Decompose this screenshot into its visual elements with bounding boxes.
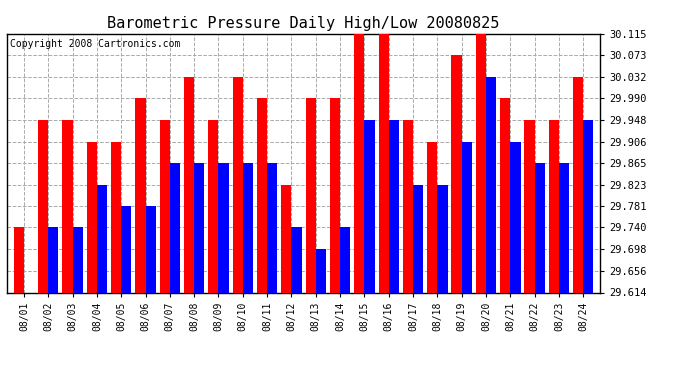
Bar bbox=[354, 34, 364, 292]
Bar bbox=[413, 184, 423, 292]
Bar bbox=[306, 98, 316, 292]
Bar bbox=[559, 163, 569, 292]
Bar bbox=[427, 142, 437, 292]
Bar bbox=[14, 227, 24, 292]
Bar bbox=[170, 163, 180, 292]
Bar bbox=[476, 34, 486, 292]
Bar bbox=[87, 142, 97, 292]
Bar bbox=[549, 120, 559, 292]
Bar bbox=[121, 206, 131, 292]
Bar bbox=[364, 120, 375, 292]
Bar bbox=[379, 34, 388, 292]
Bar bbox=[535, 163, 545, 292]
Bar bbox=[111, 142, 121, 292]
Bar bbox=[583, 120, 593, 292]
Bar bbox=[219, 163, 228, 292]
Bar bbox=[194, 163, 204, 292]
Bar bbox=[511, 142, 520, 292]
Bar bbox=[233, 76, 243, 292]
Bar bbox=[500, 98, 511, 292]
Bar bbox=[451, 56, 462, 292]
Bar bbox=[437, 184, 448, 292]
Bar bbox=[38, 120, 48, 292]
Bar bbox=[388, 120, 399, 292]
Bar bbox=[159, 120, 170, 292]
Text: Copyright 2008 Cartronics.com: Copyright 2008 Cartronics.com bbox=[10, 39, 180, 49]
Bar bbox=[135, 98, 146, 292]
Bar bbox=[48, 227, 59, 292]
Bar bbox=[72, 227, 83, 292]
Bar bbox=[573, 76, 583, 292]
Bar bbox=[316, 249, 326, 292]
Bar bbox=[62, 120, 72, 292]
Bar bbox=[267, 163, 277, 292]
Bar bbox=[486, 76, 496, 292]
Bar bbox=[340, 227, 351, 292]
Bar bbox=[291, 227, 302, 292]
Bar bbox=[257, 98, 267, 292]
Bar bbox=[524, 120, 535, 292]
Bar bbox=[146, 206, 156, 292]
Bar bbox=[462, 142, 472, 292]
Bar bbox=[243, 163, 253, 292]
Bar bbox=[97, 184, 107, 292]
Bar bbox=[403, 120, 413, 292]
Bar bbox=[208, 120, 219, 292]
Bar bbox=[282, 184, 291, 292]
Bar bbox=[330, 98, 340, 292]
Bar bbox=[184, 76, 194, 292]
Title: Barometric Pressure Daily High/Low 20080825: Barometric Pressure Daily High/Low 20080… bbox=[108, 16, 500, 31]
